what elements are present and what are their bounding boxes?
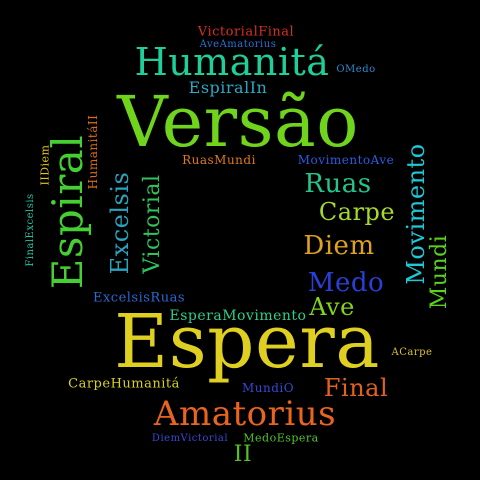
word-movimentoave: MovimentoAve (297, 153, 395, 167)
word-excelsis: Excelsis (106, 171, 134, 275)
word-aveamatorius: AveAmatorius (199, 39, 277, 50)
word-medoespera: MedoEspera (243, 431, 319, 445)
word-medo: Medo (307, 268, 385, 298)
word-espiralin: EspiralIn (188, 78, 268, 97)
word-victorial: Victorial (140, 174, 165, 274)
word-acarpe: ACarpe (391, 347, 433, 358)
word-mundio: MundiO (241, 381, 295, 395)
word-movimento: Movimento (402, 143, 430, 285)
word-ave: Ave (309, 293, 355, 321)
word-humanita: Humanitá (134, 40, 330, 84)
word-omedo: OMedo (336, 64, 376, 75)
word-carpe: Carpe (318, 198, 396, 226)
word-mundi: Mundi (427, 234, 452, 310)
word-excelsisruas: ExcelsisRuas (92, 290, 186, 306)
word-amatorius: Amatorius (153, 394, 337, 434)
word-humanitaii: HumanitáII (86, 114, 100, 190)
word-diemvictorial: DiemVictorial (151, 433, 229, 444)
word-ii: II (233, 442, 253, 467)
word-victorialfinal: VictorialFinal (197, 24, 295, 40)
word-ruasmundi: RuasMundi (182, 153, 256, 167)
word-versao: Versão (117, 81, 359, 163)
word-espiral: Espiral (43, 134, 92, 290)
word-diem: Diem (303, 231, 375, 261)
word-final: Final (323, 374, 389, 402)
word-espera: Espera (114, 299, 380, 385)
word-finalexcelsis: FinalExcelsis (25, 193, 36, 267)
word-iidiem: IIDiem (38, 144, 52, 186)
word-esperamovimento: EsperaMovimento (169, 308, 307, 324)
word-ruas: Ruas (304, 169, 372, 199)
word-carpehumanita: CarpeHumanitá (68, 376, 180, 392)
